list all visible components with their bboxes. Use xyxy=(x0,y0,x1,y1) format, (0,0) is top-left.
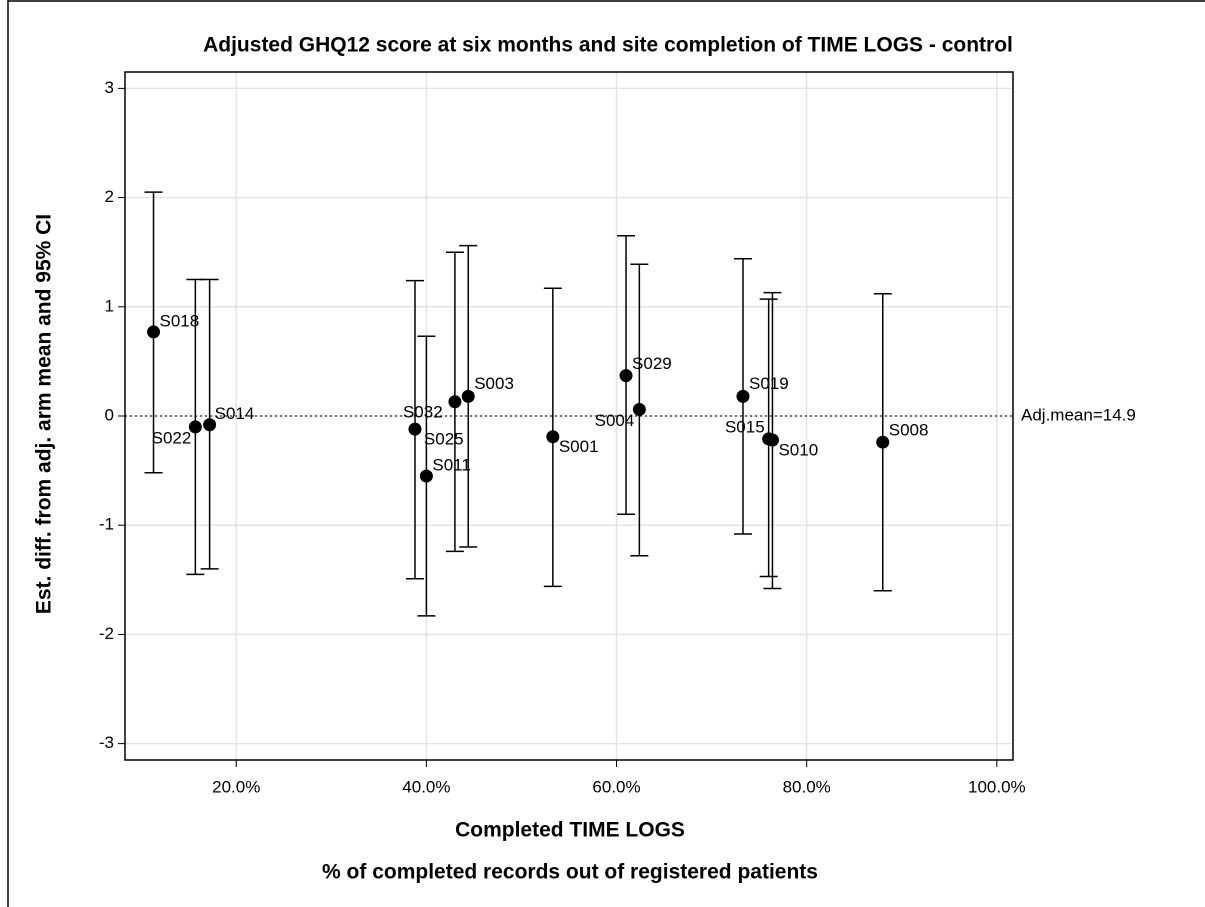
point xyxy=(408,422,422,436)
point xyxy=(147,325,161,339)
point-label: S022 xyxy=(152,428,192,447)
y-tick-label: -1 xyxy=(99,515,114,534)
y-tick-label: 1 xyxy=(105,296,114,315)
point xyxy=(736,389,750,403)
point xyxy=(876,435,890,449)
x-axis-sublabel: % of completed records out of registered… xyxy=(322,861,818,884)
point xyxy=(765,433,779,447)
y-axis-label: Est. diff. from adj. arm mean and 95% CI xyxy=(33,214,56,614)
point-label: S011 xyxy=(432,456,470,475)
chart-title: Adjusted GHQ12 score at six months and s… xyxy=(203,34,1013,57)
point-label: S029 xyxy=(632,354,672,373)
point-label: S008 xyxy=(889,421,929,440)
y-tick-label: -3 xyxy=(99,733,114,752)
point-label: S003 xyxy=(474,374,514,393)
x-tick-label: 80.0% xyxy=(783,777,831,796)
point xyxy=(448,395,462,409)
point-label: S018 xyxy=(160,311,200,330)
point xyxy=(188,420,202,434)
point xyxy=(546,430,560,444)
point xyxy=(203,418,217,432)
y-tick-label: 0 xyxy=(105,405,114,424)
y-tick-label: 2 xyxy=(105,187,114,206)
point-label: S014 xyxy=(215,404,255,423)
point-label: S010 xyxy=(778,441,818,460)
reference-label: Adj.mean=14.9 xyxy=(1021,405,1136,424)
point-label: S001 xyxy=(559,437,599,456)
y-tick-label: -2 xyxy=(99,624,114,643)
point-label: S004 xyxy=(595,411,635,430)
x-tick-label: 20.0% xyxy=(212,777,260,796)
x-tick-label: 40.0% xyxy=(402,777,450,796)
point xyxy=(419,469,433,483)
y-tick-label: 3 xyxy=(105,78,114,97)
point-label: S015 xyxy=(725,417,765,436)
point xyxy=(619,369,633,383)
x-tick-label: 60.0% xyxy=(592,777,640,796)
point xyxy=(632,402,646,416)
point xyxy=(461,389,475,403)
x-axis-label: Completed TIME LOGS xyxy=(455,819,685,842)
point-label: S032 xyxy=(403,403,443,422)
point-label: S025 xyxy=(424,429,464,448)
x-tick-label: 100.0% xyxy=(968,777,1026,796)
